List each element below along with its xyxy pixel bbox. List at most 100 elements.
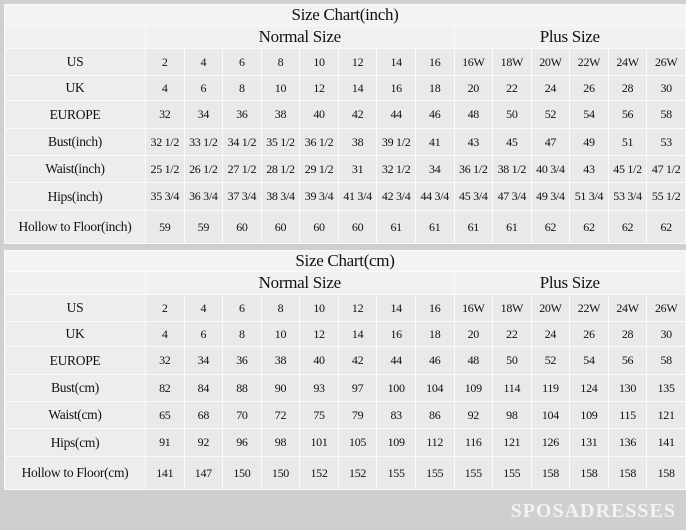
size-value-cell: 101 (299, 428, 339, 457)
size-value-cell: 44 (376, 100, 416, 129)
size-value-cell: 32 (145, 346, 185, 375)
size-value-cell: 70 (222, 401, 262, 429)
size-value-cell: 8 (222, 321, 262, 347)
size-value-cell: 45 3/4 (453, 182, 494, 211)
table-row: UK 4 6 8 10 12 14 16 18 20 22 24 26 28 30 (4, 321, 686, 347)
size-value-cell: 152 (337, 456, 378, 490)
size-chart-inch: Size Chart(inch) Normal Size Plus Size US 2 4… (4, 4, 686, 244)
size-value-cell: 6 (183, 321, 224, 347)
size-value-cell: 116 (453, 428, 494, 457)
size-value-cell: 36 (222, 100, 262, 129)
size-value-cell: 38 3/4 (260, 182, 301, 211)
size-value-cell: 72 (260, 401, 301, 429)
size-value-cell: 109 (453, 374, 494, 402)
size-value-cell: 12 (337, 294, 378, 322)
size-value-cell: 43 (453, 128, 494, 156)
size-value-cell: 2 (145, 48, 185, 76)
size-value-cell: 36 1/2 (453, 155, 494, 183)
size-value-cell: 48 (453, 100, 494, 129)
size-value-cell: 24 (530, 321, 571, 347)
size-value-cell: 4 (183, 294, 224, 322)
size-value-cell: 47 3/4 (492, 182, 532, 211)
size-value-cell: 29 1/2 (299, 155, 339, 183)
size-value-cell: 59 (145, 210, 185, 244)
chart-title: Size Chart(inch) (4, 4, 686, 26)
size-value-cell: 42 3/4 (376, 182, 416, 211)
size-value-cell: 135 (646, 374, 686, 402)
normal-size-header: Normal Size (145, 25, 455, 49)
size-value-cell: 44 3/4 (414, 182, 455, 211)
table-row: Hollow to Floor(inch) 59 59 60 60 60 60 61 61 61 6… (4, 210, 686, 244)
size-value-cell: 34 1/2 (222, 128, 262, 156)
size-value-cell: 136 (607, 428, 648, 457)
size-value-cell: 60 (299, 210, 339, 244)
size-value-cell: 45 (492, 128, 532, 156)
corner-cell (4, 271, 146, 295)
size-value-cell: 39 3/4 (299, 182, 339, 211)
table-row: Hollow to Floor(cm) 141 147 150 150 152 152 155… (4, 456, 686, 490)
size-value-cell: 10 (299, 294, 339, 322)
size-value-cell: 56 (607, 346, 648, 375)
size-value-cell: 26W (646, 48, 686, 76)
size-value-cell: 105 (337, 428, 378, 457)
table-row: US 2 4 6 8 10 12 14 16 16W 18W 20W 22W 24W 26W (4, 294, 686, 322)
size-value-cell: 41 3/4 (337, 182, 378, 211)
size-value-cell: 126 (530, 428, 571, 457)
size-value-cell: 96 (222, 428, 262, 457)
size-value-cell: 121 (646, 401, 686, 429)
size-value-cell: 49 3/4 (530, 182, 571, 211)
size-value-cell: 16 (376, 75, 416, 101)
size-value-cell: 158 (646, 456, 686, 490)
size-value-cell: 6 (222, 48, 262, 76)
size-value-cell: 88 (222, 374, 262, 402)
size-value-cell: 41 (414, 128, 455, 156)
size-value-cell: 26 1/2 (183, 155, 224, 183)
size-value-cell: 36 1/2 (299, 128, 339, 156)
size-value-cell: 25 1/2 (145, 155, 185, 183)
size-value-cell: 158 (569, 456, 609, 490)
size-value-cell: 32 1/2 (145, 128, 185, 156)
size-value-cell: 53 3/4 (607, 182, 648, 211)
size-value-cell: 34 (183, 100, 224, 129)
size-value-cell: 40 3/4 (530, 155, 571, 183)
size-value-cell: 119 (530, 374, 571, 402)
size-value-cell: 38 1/2 (492, 155, 532, 183)
row-label: Waist(cm) (4, 401, 146, 429)
size-value-cell: 92 (183, 428, 224, 457)
size-value-cell: 121 (492, 428, 532, 457)
size-value-cell: 97 (337, 374, 378, 402)
size-value-cell: 37 3/4 (222, 182, 262, 211)
size-value-cell: 58 (646, 346, 686, 375)
size-value-cell: 18W (492, 294, 532, 322)
size-value-cell: 155 (414, 456, 455, 490)
size-value-cell: 109 (569, 401, 609, 429)
size-value-cell: 22W (569, 48, 609, 76)
size-value-cell: 24W (607, 294, 648, 322)
size-value-cell: 20W (530, 48, 571, 76)
size-value-cell: 84 (183, 374, 224, 402)
size-value-cell: 98 (492, 401, 532, 429)
size-value-cell: 56 (607, 100, 648, 129)
size-value-cell: 91 (145, 428, 185, 457)
size-value-cell: 22 (492, 321, 532, 347)
size-value-cell: 112 (414, 428, 455, 457)
size-value-cell: 16W (453, 48, 494, 76)
size-value-cell: 152 (299, 456, 339, 490)
size-value-cell: 147 (183, 456, 224, 490)
size-value-cell: 42 (337, 346, 378, 375)
size-value-cell: 32 1/2 (376, 155, 416, 183)
size-value-cell: 115 (607, 401, 648, 429)
size-value-cell: 14 (376, 48, 416, 76)
size-value-cell: 47 (530, 128, 571, 156)
size-value-cell: 62 (607, 210, 648, 244)
table-row: Waist(inch) 25 1/2 26 1/2 27 1/2 28 1/2 29 1/… (4, 155, 686, 183)
row-label: EUROPE (4, 346, 146, 375)
table-row: Waist(cm) 65 68 70 72 75 79 83 86 92 98 104 109 115 12… (4, 401, 686, 429)
row-label: Hips(cm) (4, 428, 146, 457)
plus-size-header: Plus Size (453, 271, 686, 295)
row-label: UK (4, 321, 146, 347)
size-value-cell: 12 (299, 321, 339, 347)
size-value-cell: 109 (376, 428, 416, 457)
size-value-cell: 4 (183, 48, 224, 76)
size-value-cell: 100 (376, 374, 416, 402)
